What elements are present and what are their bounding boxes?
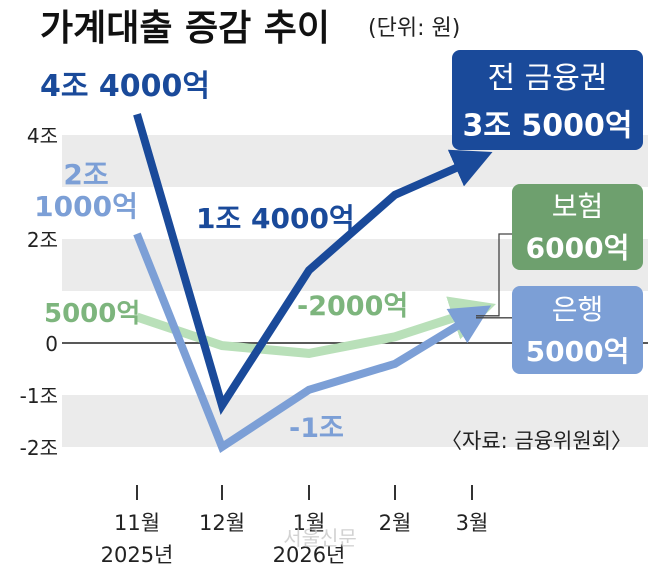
- series-lines: [133, 113, 496, 454]
- y-tick-label: -1조: [20, 384, 58, 408]
- y-tick-label: 4조: [27, 124, 58, 148]
- y-axis-labels: 4조 2조 0 -1조 -2조: [20, 124, 58, 460]
- grid-band: [62, 395, 648, 447]
- annotation-bank_jan: -1조: [289, 413, 344, 444]
- watermark: 서울신문: [283, 526, 357, 550]
- x-axis-labels: 11월 2025년 12월 1월 2026년 2월 3월: [101, 511, 489, 567]
- annotation-ins_jan: -2000억: [297, 291, 408, 322]
- legend-box-bank: [512, 286, 643, 374]
- legend-label-insurance: 6000억: [526, 232, 630, 265]
- legend-box-total: [452, 50, 643, 150]
- legend-label-bank: 은행: [552, 293, 604, 326]
- insurance-connector: [476, 233, 512, 317]
- legend-connectors: [476, 233, 512, 319]
- x-tick-label: 3월: [456, 511, 489, 535]
- x-tick-label: 2월: [379, 511, 412, 535]
- annotation-bank_nov: 1000억: [34, 190, 138, 223]
- chart-title: 가계대출 증감 추이: [40, 8, 330, 49]
- legend-label-bank: 5000억: [526, 335, 630, 368]
- series-line-total: [133, 113, 493, 415]
- x-tick-label: 12월: [199, 511, 245, 535]
- series-line-bank: [133, 232, 492, 454]
- legend-label-insurance: 보험: [552, 190, 604, 223]
- annotation-bank_nov: 2조: [63, 158, 108, 191]
- source-note: 〈자료: 금융위원회〉: [441, 429, 632, 453]
- legend-box-insurance: [512, 184, 643, 270]
- y-tick-label: 2조: [27, 228, 58, 252]
- y-tick-label: -2조: [20, 436, 58, 460]
- y-tick-label: 0: [45, 332, 58, 356]
- x-tick-sublabel: 2025년: [101, 543, 174, 567]
- unit-note: (단위: 원): [368, 16, 460, 41]
- legend-label-total: 3조 5000억: [462, 108, 632, 143]
- annotation-ins_nov: 5000억: [44, 299, 140, 329]
- x-ticks: [136, 485, 473, 500]
- legend-label-total: 전 금융권: [488, 61, 608, 96]
- series-line-insurance: [135, 296, 496, 358]
- x-tick-sublabel: 2026년: [273, 543, 346, 567]
- x-tick-label: 1월: [293, 511, 326, 535]
- annotation-total_nov: 4조 4000억: [40, 69, 210, 104]
- annotation-total_jan: 1조 4000억: [196, 202, 355, 235]
- x-tick-label: 11월: [114, 511, 160, 535]
